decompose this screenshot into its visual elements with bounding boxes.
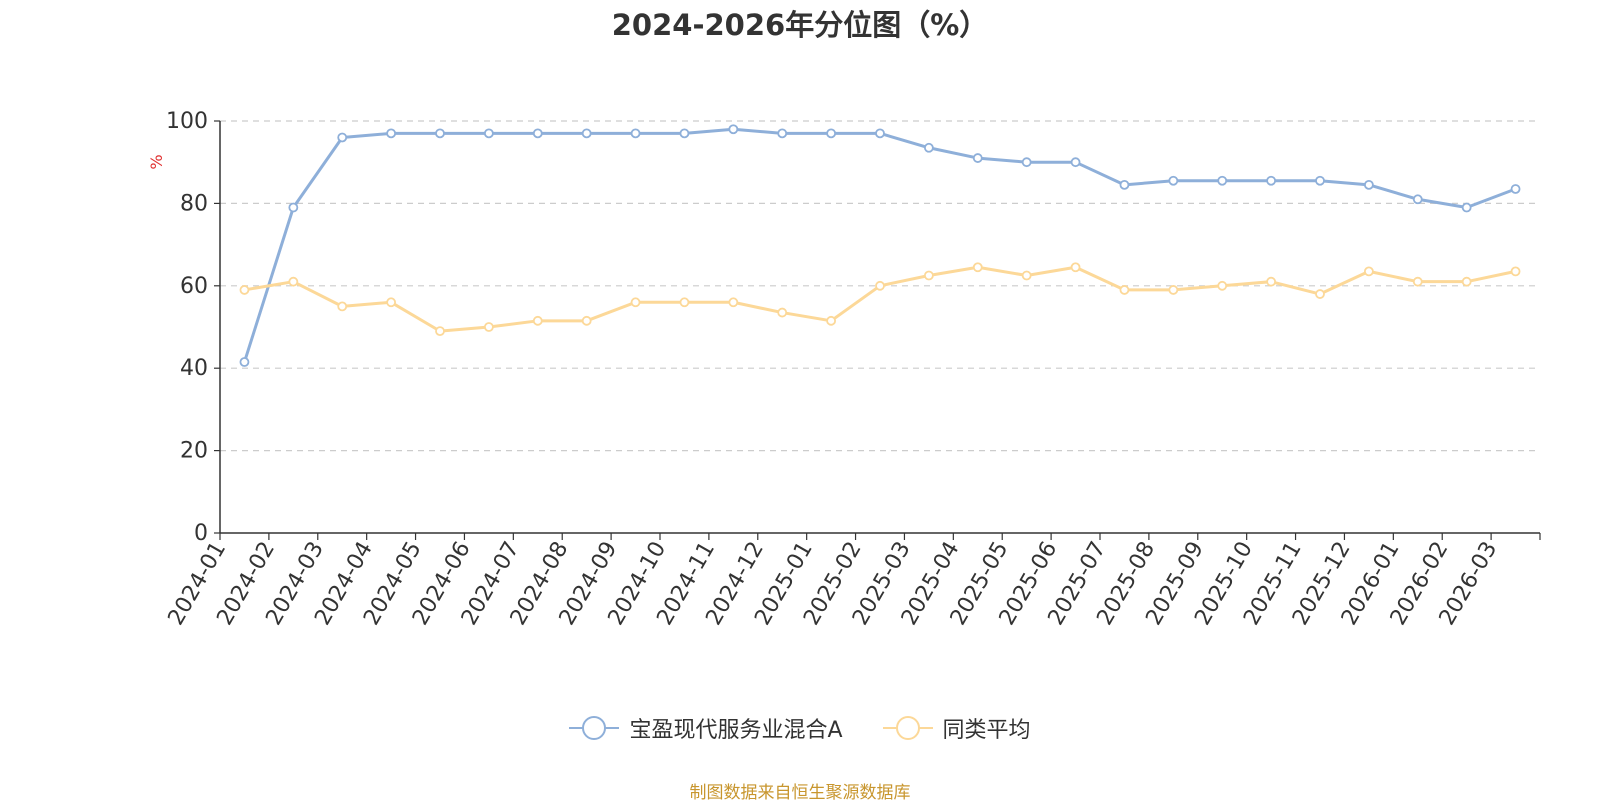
y-tick-label: 20: [180, 439, 208, 464]
data-point: [972, 153, 983, 163]
data-point: [777, 307, 788, 318]
data-point: [630, 297, 641, 308]
data-point: [483, 322, 494, 332]
data-point: [532, 315, 543, 326]
data-point: [1510, 184, 1521, 194]
data-point: [337, 301, 348, 312]
data-point: [1070, 262, 1081, 273]
data-point: [483, 128, 494, 139]
data-point: [386, 128, 397, 139]
chart-title: 2024-2026年分位图（%）: [611, 8, 989, 42]
y-tick-label: 40: [180, 356, 208, 381]
legend-label: 宝盈现代服务业混合A: [629, 718, 843, 743]
data-point: [777, 128, 788, 139]
data-point: [1168, 285, 1179, 295]
data-point: [1119, 285, 1130, 295]
y-tick-label: 80: [180, 191, 208, 216]
data-point: [1266, 276, 1277, 287]
data-point: [1266, 175, 1277, 186]
y-tick-label: 60: [180, 274, 208, 299]
data-point: [1363, 179, 1374, 190]
data-point: [1070, 157, 1081, 168]
data-point: [826, 128, 837, 139]
data-point: [239, 357, 250, 367]
legend-marker-icon: [569, 716, 620, 740]
data-point: [1217, 175, 1228, 186]
line-chart: 020406080100%2024-012024-022024-032024-0…: [147, 109, 1541, 630]
data-point: [288, 276, 299, 287]
data-point: [581, 128, 592, 139]
data-point: [630, 128, 641, 139]
legend-item-1[interactable]: 宝盈现代服务业混合A: [569, 712, 843, 744]
data-point: [1363, 266, 1374, 277]
data-point: [826, 315, 837, 326]
data-point: [1021, 157, 1032, 168]
data-point: [435, 128, 445, 139]
data-point: [1315, 289, 1325, 299]
data-point: [972, 262, 983, 273]
data-point: [1315, 175, 1325, 186]
data-point: [1119, 179, 1130, 190]
legend-marker-icon: [882, 716, 933, 740]
data-point: [1510, 266, 1521, 277]
series-line-2: [244, 265, 1516, 333]
y-tick-label: 0: [194, 521, 208, 546]
data-point: [386, 297, 397, 308]
data-point: [1217, 280, 1228, 291]
data-point: [923, 270, 934, 281]
data-point: [728, 297, 739, 308]
data-point: [679, 297, 690, 308]
source-note: 制图数据来自恒生聚源数据库: [689, 783, 911, 803]
data-point: [532, 128, 543, 139]
data-point: [1412, 194, 1423, 205]
chart-legend: 宝盈现代服务业混合A 同类平均: [0, 712, 1600, 744]
data-point: [1461, 276, 1472, 287]
data-point: [1412, 276, 1423, 287]
data-point: [435, 326, 445, 337]
data-point: [875, 280, 885, 291]
y-tick-label: 100: [166, 109, 208, 134]
data-point: [337, 132, 348, 143]
data-point: [679, 128, 690, 139]
data-point: [728, 124, 739, 135]
data-point: [288, 202, 299, 213]
legend-item-2[interactable]: 同类平均: [882, 712, 1031, 744]
data-point: [923, 142, 934, 153]
data-point: [1461, 202, 1472, 213]
data-point: [581, 315, 592, 326]
data-point: [875, 128, 885, 139]
data-point: [239, 285, 250, 295]
data-point: [1021, 270, 1032, 281]
legend-label: 同类平均: [942, 718, 1031, 743]
data-point: [1168, 175, 1179, 186]
y-axis-label: %: [147, 154, 166, 169]
